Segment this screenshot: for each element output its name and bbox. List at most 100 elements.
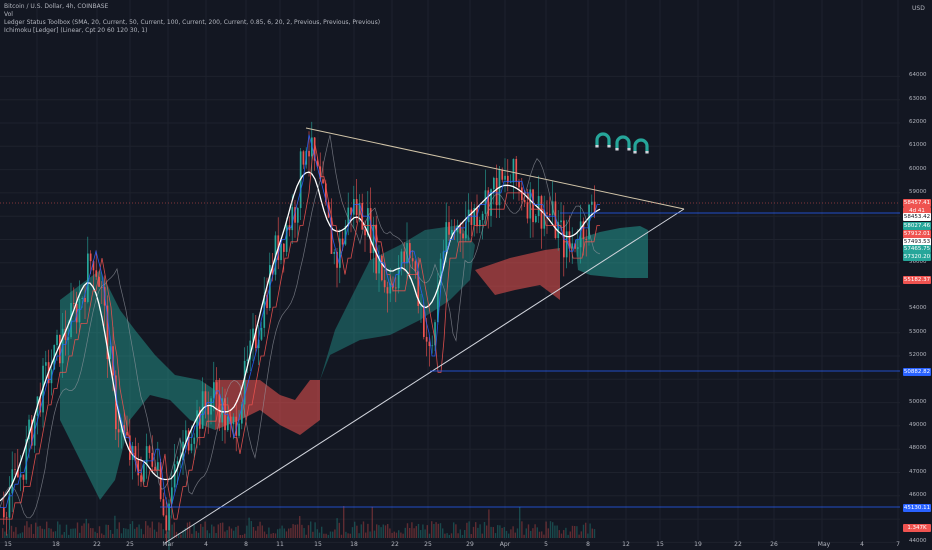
legend-symbol[interactable]: Bitcoin / U.S. Dollar, 4h, COINBASE bbox=[4, 3, 109, 10]
candle bbox=[238, 410, 240, 439]
candle bbox=[257, 325, 260, 366]
candle bbox=[495, 164, 498, 219]
candle bbox=[549, 196, 551, 219]
candle bbox=[204, 383, 207, 419]
candle bbox=[179, 440, 182, 469]
conversion-line bbox=[0, 134, 600, 508]
price-tick: 50000 bbox=[909, 398, 927, 405]
candle bbox=[577, 229, 579, 257]
candle bbox=[308, 131, 310, 177]
candle bbox=[148, 444, 151, 459]
chart-legend: Bitcoin / U.S. Dollar, 4h, COINBASE Vol … bbox=[4, 3, 380, 35]
price-tag: 50882.82 bbox=[903, 368, 931, 376]
candle bbox=[439, 253, 442, 293]
price-tag: 58453.42 bbox=[903, 213, 931, 221]
time-tick: 11 bbox=[276, 541, 284, 548]
time-tick: 25 bbox=[126, 541, 134, 548]
candle bbox=[462, 221, 464, 259]
time-tick: 7 bbox=[896, 541, 900, 548]
price-tick: 44000 bbox=[909, 538, 927, 545]
candle bbox=[493, 176, 495, 205]
time-tick: 29 bbox=[466, 541, 474, 548]
candle bbox=[358, 194, 361, 223]
candle bbox=[131, 441, 134, 480]
base-line bbox=[0, 143, 600, 520]
candle bbox=[420, 293, 422, 323]
time-tick: 12 bbox=[622, 541, 630, 548]
price-tick: 63000 bbox=[909, 95, 927, 102]
candle bbox=[434, 319, 436, 352]
price-tick: 53000 bbox=[909, 328, 927, 335]
candle bbox=[263, 276, 266, 337]
time-tick: 4 bbox=[860, 541, 864, 548]
candle bbox=[70, 282, 72, 340]
candle bbox=[84, 285, 86, 319]
price-tick: 47000 bbox=[909, 468, 927, 475]
candle bbox=[372, 216, 375, 273]
candle bbox=[473, 204, 476, 237]
volume-bars bbox=[2, 506, 596, 538]
trendline-drawings[interactable] bbox=[0, 127, 900, 544]
candle bbox=[243, 347, 246, 418]
time-tick: 8 bbox=[586, 541, 590, 548]
candle bbox=[159, 458, 162, 502]
candle bbox=[535, 213, 537, 224]
candle bbox=[165, 497, 168, 542]
time-tick: 22 bbox=[93, 541, 101, 548]
magnet-icon bbox=[615, 135, 631, 151]
upper-trendline bbox=[305, 127, 685, 210]
candle bbox=[381, 254, 383, 282]
candle bbox=[288, 216, 291, 237]
candle bbox=[151, 435, 154, 473]
legend-ichimoku[interactable]: Ichimoku [Ledger] (Linear, Cpt 20 60 120… bbox=[4, 27, 148, 34]
candle bbox=[557, 210, 560, 251]
candle bbox=[196, 399, 198, 449]
candle bbox=[215, 367, 218, 411]
legend-ledger-toolbox[interactable]: Ledger Status Toolbox (SMA, 20, Current,… bbox=[4, 19, 381, 26]
candle bbox=[459, 222, 462, 252]
candle bbox=[11, 451, 14, 512]
price-tick: 59000 bbox=[909, 188, 927, 195]
candle bbox=[213, 361, 215, 412]
candle bbox=[571, 227, 574, 264]
price-tick: 46000 bbox=[909, 491, 927, 498]
candle bbox=[249, 329, 252, 372]
time-tick: 8 bbox=[244, 541, 248, 548]
time-tick: 18 bbox=[350, 541, 358, 548]
candle bbox=[353, 185, 355, 229]
time-tick: Mar bbox=[162, 541, 174, 548]
sma-line bbox=[0, 171, 601, 502]
lower-trendline bbox=[164, 208, 685, 544]
price-tick: 62000 bbox=[909, 119, 927, 125]
price-tag: 58457.41 bbox=[903, 199, 931, 207]
currency-label: USD bbox=[912, 5, 925, 12]
price-tick: 54000 bbox=[909, 305, 927, 312]
legend-vol[interactable]: Vol bbox=[4, 11, 13, 18]
candle bbox=[280, 243, 282, 265]
time-tick: 15 bbox=[314, 541, 322, 548]
time-tick: 15 bbox=[4, 541, 12, 548]
candle bbox=[333, 248, 336, 265]
candle bbox=[95, 250, 98, 280]
candle bbox=[476, 194, 478, 234]
time-tick: 26 bbox=[770, 541, 778, 548]
candle bbox=[145, 433, 148, 479]
candle bbox=[73, 287, 75, 309]
price-tag: 55182.37 bbox=[903, 276, 931, 284]
candle bbox=[409, 239, 411, 279]
candle bbox=[554, 192, 557, 240]
price-tick: 52000 bbox=[909, 352, 927, 358]
price-tag: 1.347K bbox=[903, 524, 931, 532]
candle bbox=[78, 280, 81, 333]
candle bbox=[283, 242, 285, 273]
candle bbox=[193, 433, 196, 460]
price-tick: 56000 bbox=[909, 258, 927, 265]
candle bbox=[551, 181, 554, 224]
price-tick: 49000 bbox=[909, 421, 927, 428]
candle bbox=[294, 199, 296, 238]
candle bbox=[537, 175, 540, 223]
time-tick: 4 bbox=[204, 541, 208, 548]
candle bbox=[479, 216, 481, 234]
candle bbox=[406, 222, 408, 280]
